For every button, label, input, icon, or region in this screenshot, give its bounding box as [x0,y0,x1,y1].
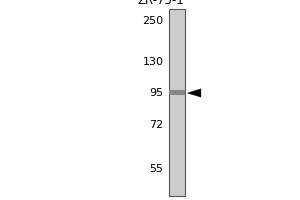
Bar [169,9,184,196]
Text: 250: 250 [142,16,164,26]
Text: ZR-75-1: ZR-75-1 [138,0,185,7]
Text: 130: 130 [142,57,164,67]
Text: 55: 55 [149,164,164,174]
Bar [169,90,184,95]
Text: 95: 95 [149,88,164,98]
Polygon shape [188,89,201,97]
Text: 72: 72 [149,120,164,130]
